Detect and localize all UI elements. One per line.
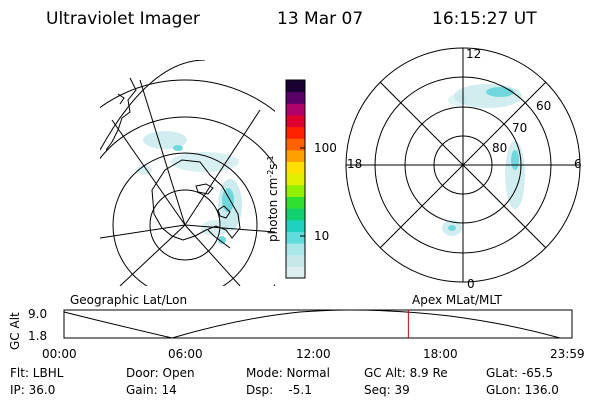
status-filter: Flt: LBHL [10,366,64,380]
polar-mlat-mlt-plot: 12 18 6 0 60 70 80 [345,47,582,291]
altitude-timeline: GC Alt 9.0 1.8 00:00 06:00 12:00 18:00 2… [8,307,585,361]
time-tick-2359: 23:59 [550,347,585,361]
polar-diagonal-b [379,81,547,249]
status-ip: IP: 36.0 [10,383,55,397]
time-tick-1800: 18:00 [423,347,458,361]
altitude-tick-low: 1.8 [28,329,47,343]
colorbar-cell [286,266,305,279]
geographic-panel-label: Geographic Lat/Lon [70,293,187,307]
mlt-label-top: 12 [466,47,481,61]
status-readouts: Flt: LBHL IP: 36.0 Door: Open Gain: 14 M… [10,366,559,397]
geo-emission [136,131,242,236]
observation-date: 13 Mar 07 [277,9,363,29]
colorbar-cell [286,103,305,116]
time-tick-1200: 12:00 [296,347,331,361]
apex-panel-label: Apex MLat/MLT [412,293,502,307]
colorbar-unit-label: photon cm-2s-1 [266,155,280,242]
instrument-title: Ultraviolet Imager [46,9,200,29]
altitude-curve [63,309,561,339]
colorbar-cell [286,208,305,221]
geo-coastlines [105,77,241,249]
mlt-label-bottom: 0 [467,277,475,291]
status-glon: GLon: 136.0 [486,383,559,397]
colorbar-cell [286,243,305,256]
altitude-tick-high: 9.0 [28,307,47,321]
status-mode: Mode: Normal [246,366,330,380]
geo-meridians [100,60,275,286]
colorbar-tick-label: 10 [314,229,329,243]
lat-label-80: 80 [492,141,507,155]
altitude-axis-label: GC Alt [8,312,22,350]
colorbar-cell [286,149,305,163]
colorbar-cell [286,80,305,93]
colorbar: 100 10 photon cm-2s-1 [266,79,337,279]
status-seq: Seq: 39 [364,383,410,397]
colorbar-cell [286,114,305,128]
colorbar-cell [286,126,305,139]
colorbar-cell [286,184,305,197]
colorbar-cell [286,219,305,232]
geo-latitude-circles [100,79,275,286]
status-glat: GLat: -65.5 [486,366,553,380]
colorbar-cell [286,161,305,174]
colorbar-cell [286,254,305,267]
colorbar-cell [286,231,305,244]
status-door: Door: Open [126,366,195,380]
time-tick-0000: 00:00 [42,347,77,361]
observation-time: 16:15:27 UT [432,9,537,29]
lat-label-60: 60 [536,99,551,113]
colorbar-cell [286,91,305,104]
time-tick-0600: 06:00 [168,347,203,361]
lat-label-70: 70 [512,121,527,135]
colorbar-tick-label: 100 [314,141,337,155]
colorbar-cell [286,138,305,151]
mlt-label-right: 6 [574,157,582,171]
colorbar-cell [286,196,305,209]
status-dsp: Dsp: -5.1 [246,383,312,397]
status-gc-alt: GC Alt: 8.9 Re [364,366,448,380]
status-gain: Gain: 14 [126,383,177,397]
altitude-plot-frame [63,309,573,339]
geographic-map [100,60,275,286]
mlt-label-left: 18 [347,157,362,171]
colorbar-cell [286,173,305,186]
